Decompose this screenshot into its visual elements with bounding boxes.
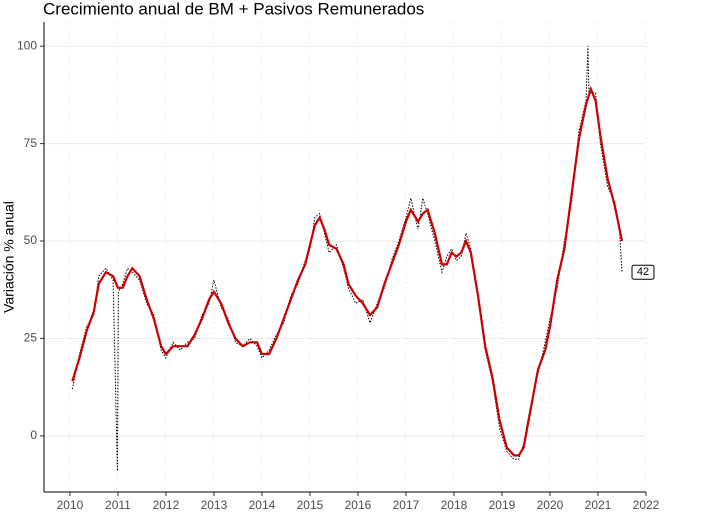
x-tick-label: 2011 xyxy=(105,498,131,512)
x-tick-label: 2012 xyxy=(153,498,180,512)
y-tick-label: 25 xyxy=(24,331,38,345)
y-tick-label: 0 xyxy=(30,428,37,442)
x-tick-label: 2016 xyxy=(345,498,372,512)
y-tick-label: 50 xyxy=(24,233,38,247)
x-tick-label: 2014 xyxy=(249,498,276,512)
x-tick-label: 2022 xyxy=(633,498,660,512)
x-tick-label: 2018 xyxy=(441,498,468,512)
x-tick-label: 2021 xyxy=(585,498,612,512)
x-tick-label: 2017 xyxy=(393,498,420,512)
end-label: 42 xyxy=(637,266,649,278)
x-tick-label: 2020 xyxy=(537,498,564,512)
series-line xyxy=(71,85,624,457)
x-tick-label: 2013 xyxy=(201,498,228,512)
x-tick-label: 2010 xyxy=(57,498,84,512)
y-tick-label: 100 xyxy=(17,38,37,52)
y-tick-label: 75 xyxy=(24,136,38,150)
chart-title: Crecimiento anual de BM + Pasivos Remune… xyxy=(43,0,424,18)
x-tick-label: 2019 xyxy=(489,498,516,512)
x-tick-label: 2015 xyxy=(297,498,324,512)
end-label-box xyxy=(631,264,655,280)
series-line xyxy=(71,46,623,472)
y-axis-label: Variación % anual xyxy=(1,201,17,313)
